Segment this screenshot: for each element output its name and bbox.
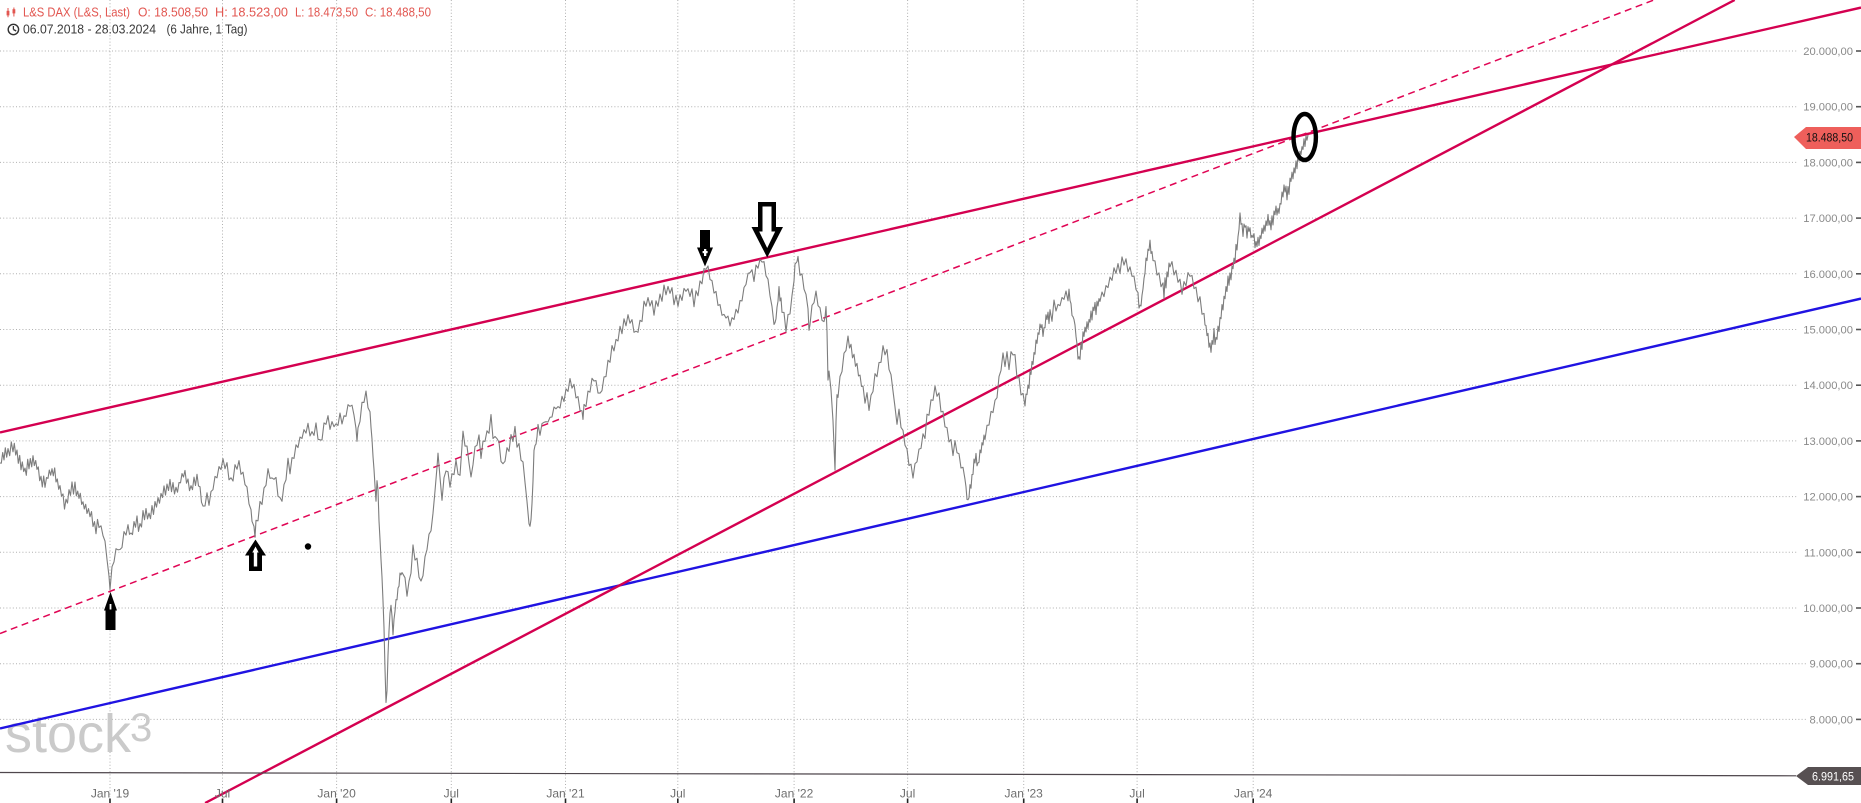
svg-text:Jul: Jul xyxy=(215,787,230,801)
svg-text:stock: stock xyxy=(5,704,132,764)
svg-text:12.000,00: 12.000,00 xyxy=(1803,492,1853,504)
svg-text:3: 3 xyxy=(130,706,152,750)
svg-text:Jan '21: Jan '21 xyxy=(546,787,585,801)
svg-text:14.000,00: 14.000,00 xyxy=(1803,380,1853,392)
svg-text:Jul: Jul xyxy=(900,787,915,801)
svg-text:Jan '20: Jan '20 xyxy=(317,787,356,801)
svg-text:10.000,00: 10.000,00 xyxy=(1803,603,1853,615)
svg-text:Jul: Jul xyxy=(1129,787,1144,801)
svg-text:L&S DAX (L&S, Last)O: 18.508,5: L&S DAX (L&S, Last) O: 18.508,50 H: 18.523… xyxy=(23,5,431,20)
svg-text:6.991,65: 6.991,65 xyxy=(1812,772,1854,784)
svg-text:9.000,00: 9.000,00 xyxy=(1809,659,1853,671)
svg-text:Jan '24: Jan '24 xyxy=(1234,787,1273,801)
svg-text:16.000,00: 16.000,00 xyxy=(1803,269,1853,281)
svg-text:Jul: Jul xyxy=(670,787,685,801)
svg-text:17.000,00: 17.000,00 xyxy=(1803,213,1853,225)
svg-text:Jan '22: Jan '22 xyxy=(775,787,814,801)
svg-text:8.000,00: 8.000,00 xyxy=(1809,714,1853,726)
svg-text:20.000,00: 20.000,00 xyxy=(1803,46,1853,58)
svg-text:Jan '23: Jan '23 xyxy=(1005,787,1044,801)
svg-text:18.000,00: 18.000,00 xyxy=(1803,157,1853,169)
svg-text:11.000,00: 11.000,00 xyxy=(1804,547,1853,559)
svg-text:Jul: Jul xyxy=(444,787,459,801)
svg-text:15.000,00: 15.000,00 xyxy=(1803,325,1853,337)
svg-text:06.07.2018 - 28.03.2024(6 Jahr: 06.07.2018 - 28.03.2024 (6 Jahre, 1 Tag) xyxy=(23,22,248,37)
svg-text:13.000,00: 13.000,00 xyxy=(1803,436,1853,448)
svg-text:18.488,50: 18.488,50 xyxy=(1806,131,1853,145)
svg-text:19.000,00: 19.000,00 xyxy=(1803,102,1853,114)
svg-text:Jan '19: Jan '19 xyxy=(91,787,130,801)
